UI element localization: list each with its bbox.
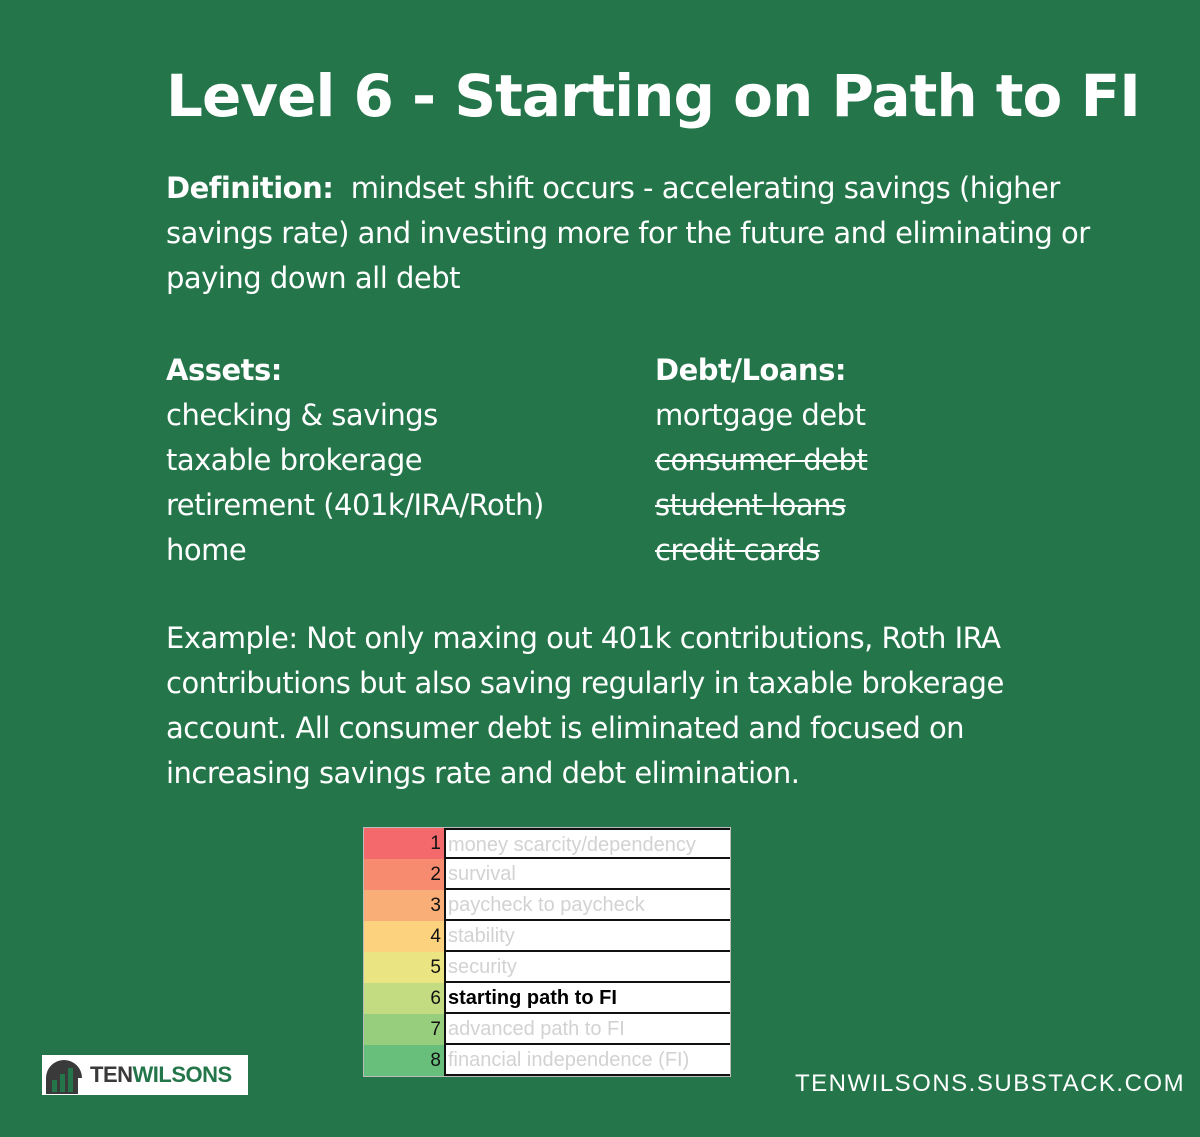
level-row: 3 paycheck to paycheck	[364, 890, 730, 921]
debt-item: consumer debt	[655, 443, 868, 477]
page-title: Level 6 - Starting on Path to FI	[166, 62, 1141, 130]
level-number: 6	[364, 983, 444, 1014]
level-number: 8	[364, 1045, 444, 1076]
debt-item: student loans	[655, 488, 846, 522]
levels-table: 1 money scarcity/dependency 2 survival 3 payc…	[363, 827, 731, 1077]
asset-item: checking & savings	[166, 398, 438, 432]
asset-item: retirement (401k/IRA/Roth)	[166, 488, 544, 522]
level-label: money scarcity/dependency	[444, 828, 730, 859]
level-row: 6 starting path to FI	[364, 983, 730, 1014]
level-label: paycheck to paycheck	[444, 890, 730, 921]
level-row: 2 survival	[364, 859, 730, 890]
logo-text-wilsons: WILSONS	[132, 1062, 233, 1087]
level-number: 1	[364, 828, 444, 859]
level-number: 5	[364, 952, 444, 983]
level-label: security	[444, 952, 730, 983]
level-label: financial independence (FI)	[444, 1045, 730, 1076]
level-label: advanced path to FI	[444, 1014, 730, 1045]
level-number: 7	[364, 1014, 444, 1045]
debt-item: credit cards	[655, 533, 820, 567]
level-number: 3	[364, 890, 444, 921]
level-row: 1 money scarcity/dependency	[364, 828, 730, 859]
level-label: starting path to FI	[444, 983, 730, 1014]
site-url: TENWILSONS.SUBSTACK.COM	[795, 1070, 1186, 1097]
logo-text-ten: TEN	[90, 1062, 133, 1087]
definition-text: mindset shift occurs - accelerating savi…	[166, 171, 1090, 295]
debts-column: Debt/Loans: mortgage debt consumer debt st…	[655, 348, 868, 573]
definition: Definition: mindset shift occurs - accel…	[166, 166, 1116, 301]
level-row: 8 financial independence (FI)	[364, 1045, 730, 1076]
level-row: 7 advanced path to FI	[364, 1014, 730, 1045]
debt-item: mortgage debt	[655, 398, 866, 432]
definition-label: Definition:	[166, 171, 334, 205]
tenwilsons-logo: TENWILSONS	[42, 1055, 248, 1095]
logo-building-icon	[46, 1060, 82, 1094]
level-row: 4 stability	[364, 921, 730, 952]
level-label: survival	[444, 859, 730, 890]
level-label: stability	[444, 921, 730, 952]
debts-heading: Debt/Loans:	[655, 353, 846, 387]
assets-column: Assets: checking & savings taxable broke…	[166, 348, 544, 573]
example-text: Example: Not only maxing out 401k contri…	[166, 621, 1004, 790]
asset-item: home	[166, 533, 247, 567]
level-number: 2	[364, 859, 444, 890]
level-number: 4	[364, 921, 444, 952]
assets-heading: Assets:	[166, 353, 282, 387]
level-row: 5 security	[364, 952, 730, 983]
asset-item: taxable brokerage	[166, 443, 423, 477]
